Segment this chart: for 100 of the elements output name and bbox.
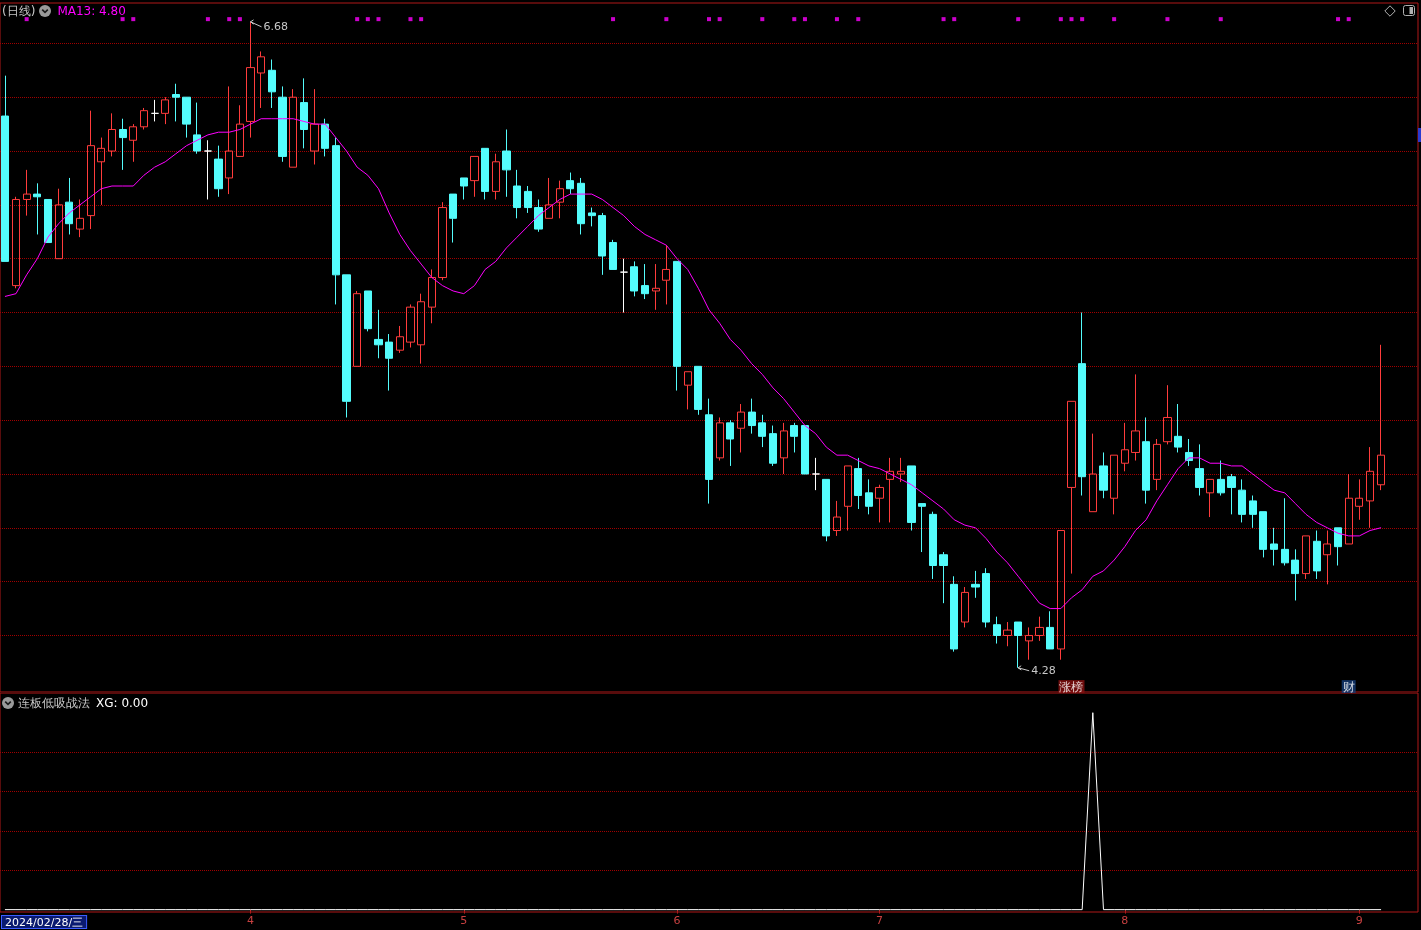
candlestick [300,77,308,149]
candlestick [97,137,105,206]
candlestick [833,500,841,537]
candlestick [1313,530,1321,580]
text: 4.28 [1031,664,1056,678]
candlestick [460,177,468,200]
x-tick-label: 9 [1355,914,1363,927]
candlestick [1366,446,1374,529]
candlestick [566,172,574,195]
chart-title: (日线) [2,4,36,18]
candlestick [1078,312,1086,497]
candlestick [172,83,180,122]
candlestick [854,457,862,510]
candlestick [257,50,265,109]
text: 6.68 [263,20,289,34]
candlestick [1,75,9,262]
candlestick [1014,621,1022,669]
candlestick [1323,530,1331,585]
candlestick [534,198,543,233]
candlestick [246,21,255,139]
candlestick [1121,422,1129,472]
candlestick [513,169,521,219]
candlestick [449,193,457,244]
candlestick [1099,451,1108,499]
candlestick [417,293,425,365]
candlestick [1142,416,1150,505]
candlestick [140,107,148,130]
candlestick [1057,530,1065,661]
candlestick [790,422,798,453]
candlestick [438,201,447,281]
candlestick [321,118,329,157]
candlestick [1067,400,1076,575]
candlestick [12,196,20,289]
candlestick [1259,511,1267,558]
candlestick [353,290,361,367]
candlestick [1206,478,1214,518]
candlestick [129,123,137,163]
candlestick [502,129,511,198]
candlestick [1291,548,1299,601]
candlestick [982,567,990,628]
candlestick [182,96,191,139]
candlestick [598,212,606,276]
candlestick [875,484,884,523]
candlestick [492,153,500,200]
candlestick [684,371,692,410]
candlestick [1334,527,1342,566]
candlestick [332,137,340,305]
candlestick [769,425,777,467]
candlestick [481,147,489,200]
candlestick [673,260,681,392]
candlestick [1035,616,1044,642]
candlestick [620,258,628,314]
candlestick [236,104,244,157]
candlestick [44,198,52,244]
candlestick [23,169,31,217]
candlestick [1345,473,1353,545]
candlestick [193,102,201,155]
candlestick [950,575,958,653]
candlestick [1174,403,1182,453]
candlestick [310,88,319,165]
candlestick [630,260,638,297]
candlestick [907,465,916,532]
text: XG: 0.00 [96,696,149,710]
candlestick [1163,384,1172,445]
text: 2024/02/28/三 [5,916,84,929]
candlestick [939,551,948,604]
candlestick [971,570,980,599]
x-tick-label: 4 [247,914,255,927]
candlestick [225,85,233,195]
candlestick [385,333,393,392]
candlestick [588,207,596,227]
candlestick [961,586,969,628]
candlestick [1377,344,1385,491]
candlestick [342,274,351,418]
candlestick [1153,438,1161,491]
candlestick [204,139,212,200]
candlestick [268,59,276,109]
candlestick [1003,621,1012,647]
candlestick [161,96,169,125]
candlestick [1227,473,1236,515]
candlestick [662,244,670,305]
candlestick [33,182,41,235]
candlestick [76,198,84,238]
x-tick-label: 6 [673,914,681,927]
candlestick [780,422,788,475]
candlestick [716,416,724,462]
candlestick [470,155,479,198]
candlestick [214,145,223,198]
x-tick-label: 5 [460,914,468,927]
candlestick [428,268,436,324]
candlestick [897,457,905,483]
candlestick [1089,433,1097,513]
candlestick [524,185,532,214]
candlestick [748,398,756,435]
candlestick [812,457,820,491]
candlestick [1249,495,1257,529]
candlestick [1110,454,1118,515]
candlestick [151,99,159,122]
candlestick [556,180,564,219]
candlestick [396,325,404,354]
